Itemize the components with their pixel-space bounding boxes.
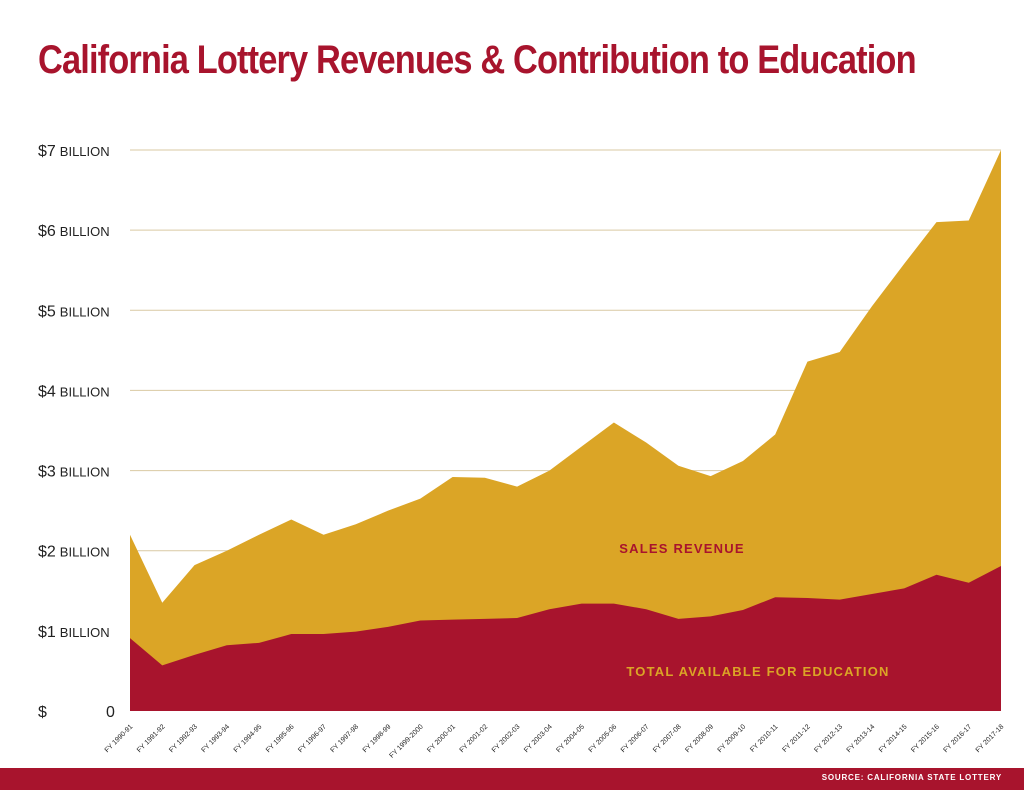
x-tick-label: FY 1996-97 [297, 723, 328, 754]
y-tick-unit: BILLION [60, 224, 110, 239]
y-tick-amount: $ [38, 704, 47, 721]
x-tick-label: FY 2014-15 [878, 723, 909, 754]
x-tick-label: FY 1992-93 [168, 723, 199, 754]
y-tick-label: $5 BILLION [38, 303, 110, 320]
x-tick-label: FY 2004-05 [555, 723, 586, 754]
x-tick-label: FY 1999-2000 [389, 723, 425, 759]
series-label-total-available-for-education: TOTAL AVAILABLE FOR EDUCATION [626, 664, 889, 679]
y-tick-amount: $6 [38, 223, 56, 240]
series-label-sales-revenue: SALES REVENUE [619, 541, 744, 556]
x-tick-label: FY 2009-10 [717, 723, 748, 754]
x-tick-label: FY 1997-98 [330, 723, 361, 754]
y-tick-amount: $4 [38, 383, 56, 400]
x-tick-label: FY 1993-94 [200, 723, 231, 754]
y-tick-amount: $3 [38, 464, 56, 481]
source-note: SOURCE: CALIFORNIA STATE LOTTERY [821, 773, 1002, 782]
y-tick-unit: BILLION [60, 465, 110, 480]
x-tick-label: FY 2016-17 [942, 723, 973, 754]
y-tick-unit: BILLION [60, 545, 110, 560]
y-axis-tick-labels: $7 BILLION $6 BILLION $5 BILLION $4 BILLION $3 BI… [38, 143, 115, 721]
y-tick-unit: BILLION [60, 304, 110, 319]
y-tick-amount: $1 [38, 624, 56, 641]
x-tick-label: FY 2007-08 [652, 723, 683, 754]
x-tick-label: FY 2010-11 [749, 723, 779, 753]
y-tick-label: $3 BILLION [38, 464, 110, 481]
y-tick-amount: $5 [38, 303, 56, 320]
x-tick-label: FY 1998-99 [362, 723, 393, 754]
y-tick-label: $2 BILLION [38, 544, 110, 561]
x-tick-label: FY 1994-95 [233, 723, 264, 754]
x-tick-label: FY 2011-12 [781, 723, 811, 753]
chart-title: California Lottery Revenues & Contributi… [38, 38, 917, 82]
y-tick-unit: BILLION [60, 144, 110, 159]
x-tick-label: FY 2006-07 [620, 723, 651, 754]
y-tick-unit: BILLION [60, 625, 110, 640]
x-tick-label: FY 2001-02 [459, 723, 490, 754]
x-tick-label: FY 1991-92 [136, 723, 167, 754]
y-tick-amount: $2 [38, 544, 56, 561]
y-tick-label: $1 BILLION [38, 624, 110, 641]
y-tick-label: $7 BILLION [38, 143, 110, 160]
y-tick-label: $6 BILLION [38, 223, 110, 240]
x-tick-label: FY 2013-14 [846, 723, 877, 754]
series-area-sales-revenue [130, 150, 1001, 711]
x-tick-label: FY 2015-16 [910, 723, 941, 754]
y-tick-label: $0 [38, 704, 115, 721]
x-tick-label: FY 2000-01 [426, 723, 457, 754]
x-tick-label: FY 2003-04 [523, 723, 554, 754]
x-tick-label: FY 1995-96 [265, 723, 296, 754]
y-tick-label: $4 BILLION [38, 383, 110, 400]
x-tick-label: FY 2008-09 [684, 723, 715, 754]
y-tick-unit: 0 [106, 704, 115, 721]
x-tick-label: FY 2005-06 [588, 723, 619, 754]
footer-bar: SOURCE: CALIFORNIA STATE LOTTERY [0, 768, 1024, 790]
x-tick-label: FY 2017-18 [975, 723, 1006, 754]
x-tick-label: FY 1990-91 [104, 723, 135, 754]
y-tick-amount: $7 [38, 143, 56, 160]
series-area-total-available-for-education [130, 565, 1001, 711]
x-tick-label: FY 2012-13 [813, 723, 844, 754]
x-tick-label: FY 2002-03 [491, 723, 522, 754]
x-axis-tick-labels: FY 1990-91 FY 1991-92 FY 1992-93 FY 1993-94… [104, 723, 1006, 759]
y-tick-unit: BILLION [60, 384, 110, 399]
